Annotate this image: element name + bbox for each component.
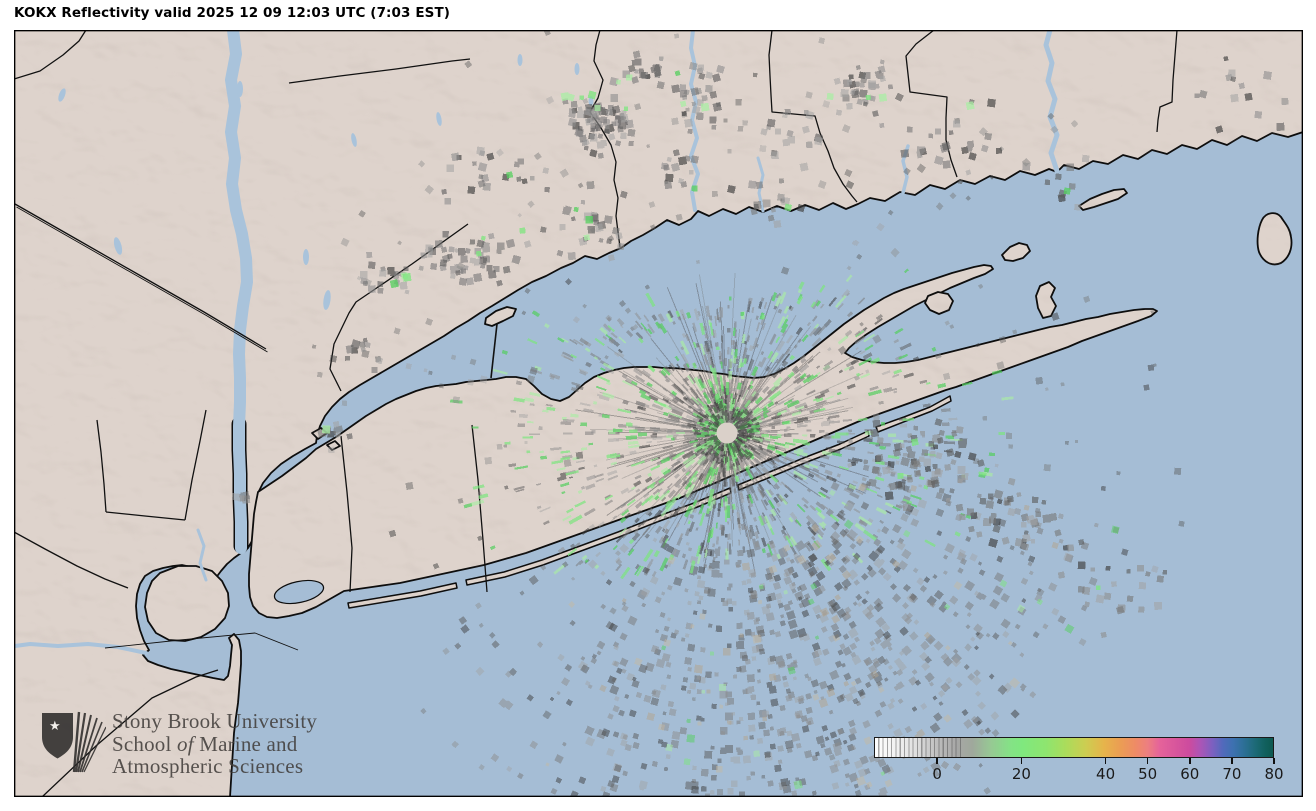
map-frame (14, 30, 1303, 797)
jamaica-bay (273, 579, 325, 605)
map-title: KOKX Reflectivity valid 2025 12 09 12:03… (14, 5, 451, 21)
colorbar-tick (1104, 758, 1107, 764)
raritan-river (14, 642, 148, 655)
logo-line-1: Stony Brook University (112, 709, 318, 733)
colorbar-tick (1231, 758, 1233, 764)
colorbar-tick-label: 40 (1096, 765, 1116, 783)
stony-brook-shield-icon: ★ (42, 711, 106, 773)
passaic-river (196, 528, 208, 582)
svg-text:★: ★ (49, 719, 61, 734)
colorbar-step-marks (875, 738, 963, 757)
colorbar-tick-label: 50 (1138, 765, 1158, 783)
logo-line-2: School of Marine and (112, 731, 298, 756)
colorbar-gradient (874, 737, 1274, 758)
rivers (14, 30, 1060, 655)
stony-brook-logo: ★ Stony Brook University School of Marin… (40, 710, 317, 778)
colorbar-tick (1020, 758, 1023, 764)
colorbar-tick (1273, 758, 1275, 764)
colorbar-tick-label: 80 (1264, 765, 1284, 783)
hudson-river (225, 30, 253, 554)
radar-reflectivity-field (231, 30, 1289, 797)
radar-site-cone-of-silence (716, 422, 738, 444)
county-state-boundaries (14, 30, 1178, 797)
connecticut-river (1043, 30, 1060, 174)
colorbar-tick-label: 70 (1222, 765, 1242, 783)
colorbar-tick-label: 20 (1011, 765, 1031, 783)
reflectivity-colorbar: 0 20 40 50 60 70 80 (874, 737, 1284, 783)
lakes (58, 54, 594, 310)
colorbar-tick-label: 0 (932, 765, 942, 783)
colorbar-tick-label: 60 (1180, 765, 1200, 783)
colorbar-tick (1188, 758, 1191, 764)
logo-line-3: Atmospheric Sciences (112, 754, 304, 778)
colorbar-tick (1146, 758, 1149, 764)
colorbar-tick (936, 758, 938, 764)
logo-text: Stony Brook University School of Marine … (112, 710, 317, 778)
